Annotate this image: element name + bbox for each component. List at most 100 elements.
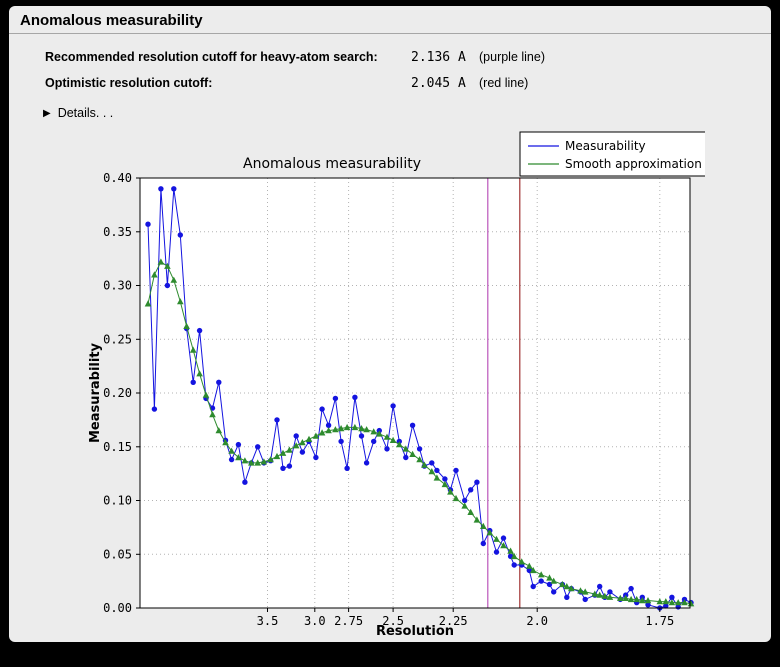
data-point-triangle bbox=[177, 298, 184, 305]
data-point-triangle bbox=[656, 598, 664, 605]
data-point-triangle bbox=[164, 262, 171, 269]
plot-area bbox=[140, 178, 690, 608]
recommended-cutoff-note: (purple line) bbox=[479, 50, 546, 64]
data-point-circle bbox=[493, 549, 500, 555]
chart-legend: Measurability Smooth approximation bbox=[519, 131, 705, 177]
data-point-circle bbox=[325, 422, 332, 428]
data-point-triangle bbox=[183, 322, 190, 329]
recommended-cutoff-value: 2.136 A bbox=[411, 50, 466, 65]
data-point-triangle bbox=[550, 577, 557, 584]
data-point-circle bbox=[293, 433, 299, 439]
data-point-triangle bbox=[170, 276, 178, 283]
data-point-circle bbox=[344, 465, 350, 471]
data-point-circle bbox=[564, 594, 570, 600]
data-point-circle bbox=[597, 583, 603, 590]
y-tick-label: 0.00 bbox=[103, 601, 132, 615]
data-point-triangle bbox=[447, 488, 454, 495]
data-point-circle bbox=[403, 454, 409, 461]
data-point-triangle bbox=[500, 542, 507, 549]
data-point-circle bbox=[474, 479, 480, 485]
x-tick-label: 2.75 bbox=[334, 614, 363, 628]
y-tick-label: 0.30 bbox=[103, 279, 132, 293]
data-point-circle bbox=[177, 232, 183, 238]
details-label: Details. . . bbox=[57, 106, 114, 120]
data-point-triangle bbox=[416, 456, 423, 463]
data-point-circle bbox=[530, 583, 536, 590]
data-point-triangle bbox=[151, 271, 158, 278]
data-point-triangle bbox=[396, 441, 403, 448]
data-point-circle bbox=[468, 487, 474, 493]
data-point-circle bbox=[145, 221, 151, 227]
data-point-triangle bbox=[209, 411, 216, 418]
data-point-triangle bbox=[433, 474, 441, 481]
y-tick-label: 0.25 bbox=[103, 332, 132, 346]
data-point-triangle bbox=[461, 502, 468, 509]
divider bbox=[9, 33, 771, 34]
data-point-circle bbox=[286, 463, 293, 469]
data-point-triangle bbox=[389, 436, 397, 443]
data-point-triangle bbox=[299, 439, 306, 446]
data-point-triangle bbox=[196, 370, 203, 377]
data-point-triangle bbox=[358, 425, 365, 432]
data-point-circle bbox=[669, 594, 675, 600]
x-axis-label: Resolution bbox=[376, 624, 454, 639]
data-point-circle bbox=[384, 446, 390, 452]
data-point-triangle bbox=[622, 594, 629, 601]
details-disclosure[interactable]: ▶ Details. . . bbox=[43, 106, 113, 120]
chart: 0.00 0.05 0.10 0.15 0.20 0.25 0.30 0.35 0.40 3.5 3… bbox=[85, 130, 705, 642]
y-axis-label: Measurability bbox=[88, 342, 103, 443]
data-point-triangle bbox=[248, 459, 255, 466]
data-point-triangle bbox=[292, 442, 300, 449]
data-point-triangle bbox=[421, 461, 428, 468]
data-point-triangle bbox=[383, 433, 391, 440]
data-point-triangle bbox=[674, 599, 682, 606]
data-point-triangle bbox=[486, 529, 494, 536]
data-point-circle bbox=[371, 438, 377, 445]
data-point-triangle bbox=[402, 445, 410, 452]
data-point-triangle bbox=[617, 594, 624, 601]
x-tick-label: 2.0 bbox=[526, 614, 548, 628]
data-point-triangle bbox=[591, 590, 599, 597]
data-point-triangle bbox=[639, 597, 646, 604]
data-point-circle bbox=[442, 476, 448, 482]
data-point-triangle bbox=[633, 595, 640, 603]
data-point-triangle bbox=[228, 447, 235, 454]
smooth-approximation-series bbox=[144, 258, 695, 607]
legend-entry: Smooth approximation bbox=[565, 157, 702, 171]
data-point-circle bbox=[190, 379, 196, 385]
data-point-triangle bbox=[518, 558, 525, 565]
y-tick-label: 0.10 bbox=[103, 494, 132, 508]
data-point-triangle bbox=[325, 427, 332, 434]
data-point-circle bbox=[332, 395, 339, 402]
data-point-circle bbox=[663, 603, 669, 609]
axis-ticks bbox=[136, 177, 661, 612]
chart-title: Anomalous measurability bbox=[243, 156, 421, 172]
data-point-circle bbox=[255, 444, 261, 450]
data-point-circle bbox=[164, 282, 171, 289]
data-point-triangle bbox=[581, 588, 589, 595]
disclosure-triangle-icon: ▶ bbox=[43, 108, 51, 119]
data-point-triangle bbox=[222, 439, 229, 446]
data-point-circle bbox=[228, 456, 235, 463]
data-point-circle bbox=[358, 433, 365, 439]
data-point-triangle bbox=[601, 592, 609, 599]
data-point-circle bbox=[551, 589, 557, 595]
data-point-triangle bbox=[241, 457, 249, 464]
data-point-triangle bbox=[428, 468, 436, 475]
data-point-triangle bbox=[305, 435, 313, 442]
data-point-circle bbox=[352, 394, 358, 400]
page-title: Anomalous measurability bbox=[20, 12, 203, 29]
data-point-triangle bbox=[606, 593, 614, 600]
data-point-circle bbox=[235, 441, 242, 448]
data-point-circle bbox=[390, 403, 396, 409]
optimistic-cutoff-value: 2.045 A bbox=[411, 76, 466, 91]
data-point-triangle bbox=[529, 566, 537, 574]
recommended-cutoff-row: Recommended resolution cutoff for heavy-… bbox=[9, 50, 771, 68]
x-tick-label: 1.75 bbox=[645, 614, 674, 628]
data-point-circle bbox=[462, 497, 468, 504]
tick-labels: 0.00 0.05 0.10 0.15 0.20 0.25 0.30 0.35 0.40 3.5 3… bbox=[103, 171, 674, 628]
data-point-triangle bbox=[254, 459, 261, 466]
legend-entry: Measurability bbox=[565, 139, 646, 153]
data-point-triangle bbox=[681, 599, 688, 606]
data-point-circle bbox=[158, 186, 164, 192]
